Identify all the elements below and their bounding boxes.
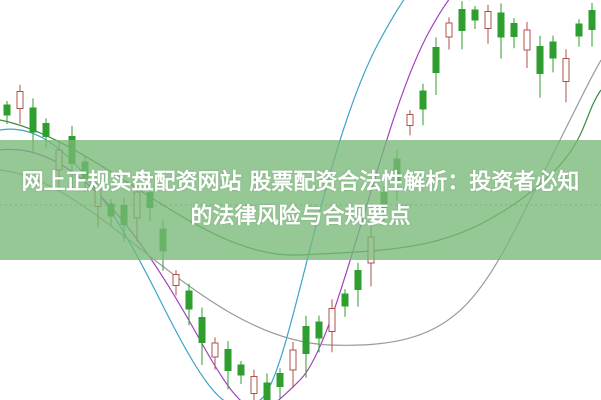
up-candle bbox=[484, 11, 492, 29]
down-candle bbox=[458, 9, 466, 31]
up-candle bbox=[406, 114, 414, 126]
down-candle bbox=[302, 326, 310, 354]
down-candle bbox=[237, 364, 245, 376]
down-candle bbox=[536, 46, 544, 74]
up-candle bbox=[16, 91, 24, 109]
up-candle bbox=[328, 308, 336, 332]
title-banner: 网上正规实盘配资网站 股票配资合法性解析：投资者必知的法律风险与合规要点 bbox=[0, 140, 601, 260]
up-candle bbox=[445, 22, 453, 38]
down-candle bbox=[575, 23, 583, 37]
down-candle bbox=[198, 317, 206, 343]
down-candle bbox=[354, 270, 362, 290]
up-candle bbox=[562, 58, 570, 82]
down-candle bbox=[588, 10, 596, 30]
down-candle bbox=[224, 349, 232, 371]
down-candle bbox=[510, 23, 518, 37]
up-candle bbox=[250, 376, 258, 394]
down-candle bbox=[497, 12, 505, 38]
article-title: 网上正规实盘配资网站 股票配资合法性解析：投资者必知的法律风险与合规要点 bbox=[21, 170, 580, 229]
up-candle bbox=[289, 349, 297, 371]
up-candle bbox=[211, 342, 219, 358]
down-candle bbox=[549, 41, 557, 59]
down-candle bbox=[276, 373, 284, 387]
down-candle bbox=[29, 107, 37, 133]
down-candle bbox=[185, 290, 193, 310]
up-candle bbox=[523, 29, 531, 51]
down-candle bbox=[315, 321, 323, 339]
down-candle bbox=[419, 90, 427, 110]
down-candle bbox=[263, 382, 271, 400]
down-candle bbox=[42, 123, 50, 137]
down-candle bbox=[341, 293, 349, 307]
up-candle bbox=[172, 274, 180, 286]
down-candle bbox=[471, 9, 479, 21]
down-candle bbox=[3, 104, 11, 116]
down-candle bbox=[432, 47, 440, 73]
